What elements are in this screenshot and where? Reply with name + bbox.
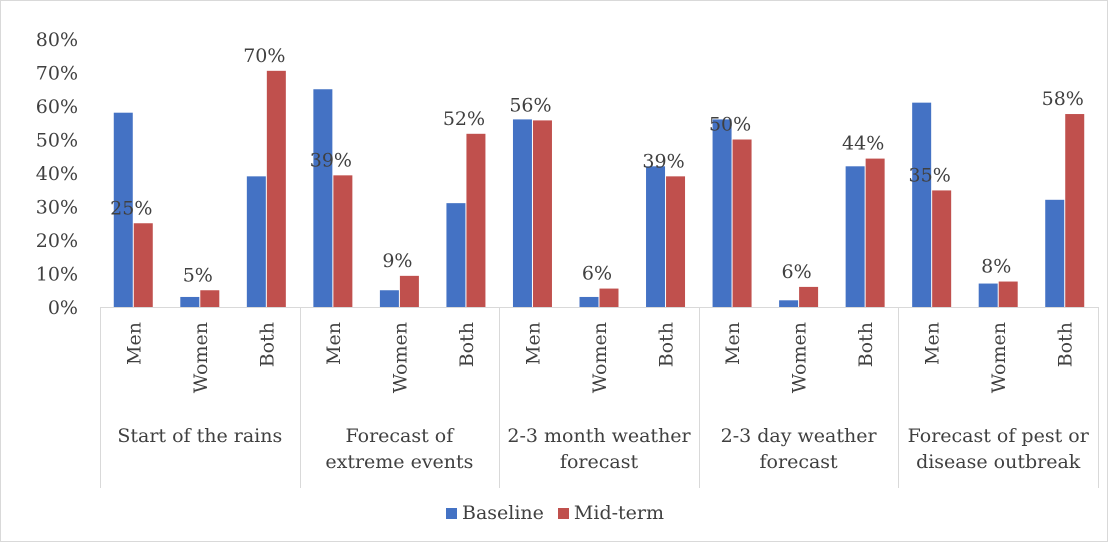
legend-swatch-baseline xyxy=(445,507,457,519)
group-label: forecast xyxy=(560,451,639,473)
bar-baseline xyxy=(712,119,732,308)
y-tick-label: 70% xyxy=(36,63,78,85)
category-label: Women xyxy=(988,322,1010,393)
bar-mid-term xyxy=(133,223,153,307)
data-label: 44% xyxy=(842,133,884,155)
group-label: Forecast of xyxy=(346,425,456,447)
bar-mid-term xyxy=(732,139,752,307)
bar-baseline xyxy=(113,112,133,307)
category-label: Women xyxy=(789,322,811,393)
data-label: 50% xyxy=(709,114,751,136)
data-label: 39% xyxy=(642,150,684,172)
y-tick-label: 80% xyxy=(36,29,78,51)
bar-mid-term xyxy=(666,176,686,307)
group-label: forecast xyxy=(760,451,839,473)
bar-mid-term xyxy=(865,158,885,307)
legend: Baseline Mid-term xyxy=(0,498,1110,528)
y-tick-label: 60% xyxy=(36,96,78,118)
legend-item-mid-term: Mid-term xyxy=(557,502,664,524)
bar-baseline xyxy=(180,296,200,307)
category-label: Men xyxy=(522,322,544,365)
category-label: Men xyxy=(123,322,145,365)
bar-baseline xyxy=(379,290,399,307)
y-tick-label: 10% xyxy=(36,264,78,286)
bar-mid-term xyxy=(799,286,819,307)
group-label: Start of the rains xyxy=(117,425,282,447)
category-label: Both xyxy=(1055,322,1077,367)
category-label: Both xyxy=(456,322,478,367)
legend-label-baseline: Baseline xyxy=(461,502,544,524)
category-label: Both xyxy=(656,322,678,367)
data-label: 70% xyxy=(243,45,285,67)
legend-swatch-mid-term xyxy=(557,507,569,519)
data-label: 52% xyxy=(443,108,485,130)
bar-mid-term xyxy=(399,275,419,307)
data-label: 25% xyxy=(110,197,152,219)
bar-baseline xyxy=(978,283,998,307)
bar-baseline xyxy=(246,176,266,307)
bar-mid-term xyxy=(466,133,486,307)
bar-baseline xyxy=(512,119,532,308)
group-label: Forecast of pest or xyxy=(908,425,1090,447)
y-tick-label: 0% xyxy=(48,297,78,319)
bar-mid-term xyxy=(266,70,286,307)
category-label: Both xyxy=(256,322,278,367)
bar-mid-term xyxy=(932,190,952,307)
bar-mid-term xyxy=(599,288,619,307)
y-tick-label: 40% xyxy=(36,163,78,185)
bar-baseline xyxy=(912,102,932,308)
data-label: 8% xyxy=(981,256,1011,278)
legend-item-baseline: Baseline xyxy=(445,502,544,524)
data-label: 6% xyxy=(782,261,812,283)
bar-baseline xyxy=(313,89,333,307)
data-label: 56% xyxy=(509,94,551,116)
data-label: 5% xyxy=(183,264,213,286)
data-label: 9% xyxy=(382,250,412,272)
bar-mid-term xyxy=(998,281,1018,307)
bar-mid-term xyxy=(333,175,353,307)
y-tick-label: 30% xyxy=(36,197,78,219)
category-label: Both xyxy=(855,322,877,367)
bar-mid-term xyxy=(532,120,552,307)
bar-baseline xyxy=(1045,199,1065,307)
category-label: Men xyxy=(722,322,744,365)
bar-baseline xyxy=(779,300,799,307)
category-label: Women xyxy=(389,322,411,393)
y-tick-label: 50% xyxy=(36,130,78,152)
data-label: 58% xyxy=(1042,88,1084,110)
bar-baseline xyxy=(646,166,666,307)
bar-baseline xyxy=(845,166,865,307)
group-label: 2-3 month weather xyxy=(507,425,691,447)
data-label: 6% xyxy=(582,263,612,285)
group-label: 2-3 day weather xyxy=(721,425,878,447)
bar-baseline xyxy=(579,296,599,307)
y-tick-label: 20% xyxy=(36,230,78,252)
legend-label-mid-term: Mid-term xyxy=(573,502,664,524)
bar-baseline xyxy=(446,203,466,307)
data-label: 39% xyxy=(310,149,352,171)
group-label: disease outbreak xyxy=(916,451,1081,473)
category-label: Women xyxy=(589,322,611,393)
bar-mid-term xyxy=(200,290,220,307)
data-label: 35% xyxy=(909,164,951,186)
category-label: Women xyxy=(190,322,212,393)
group-label: extreme events xyxy=(325,451,473,473)
bar-mid-term xyxy=(1065,114,1085,307)
category-label: Men xyxy=(323,322,345,365)
category-label: Men xyxy=(922,322,944,365)
